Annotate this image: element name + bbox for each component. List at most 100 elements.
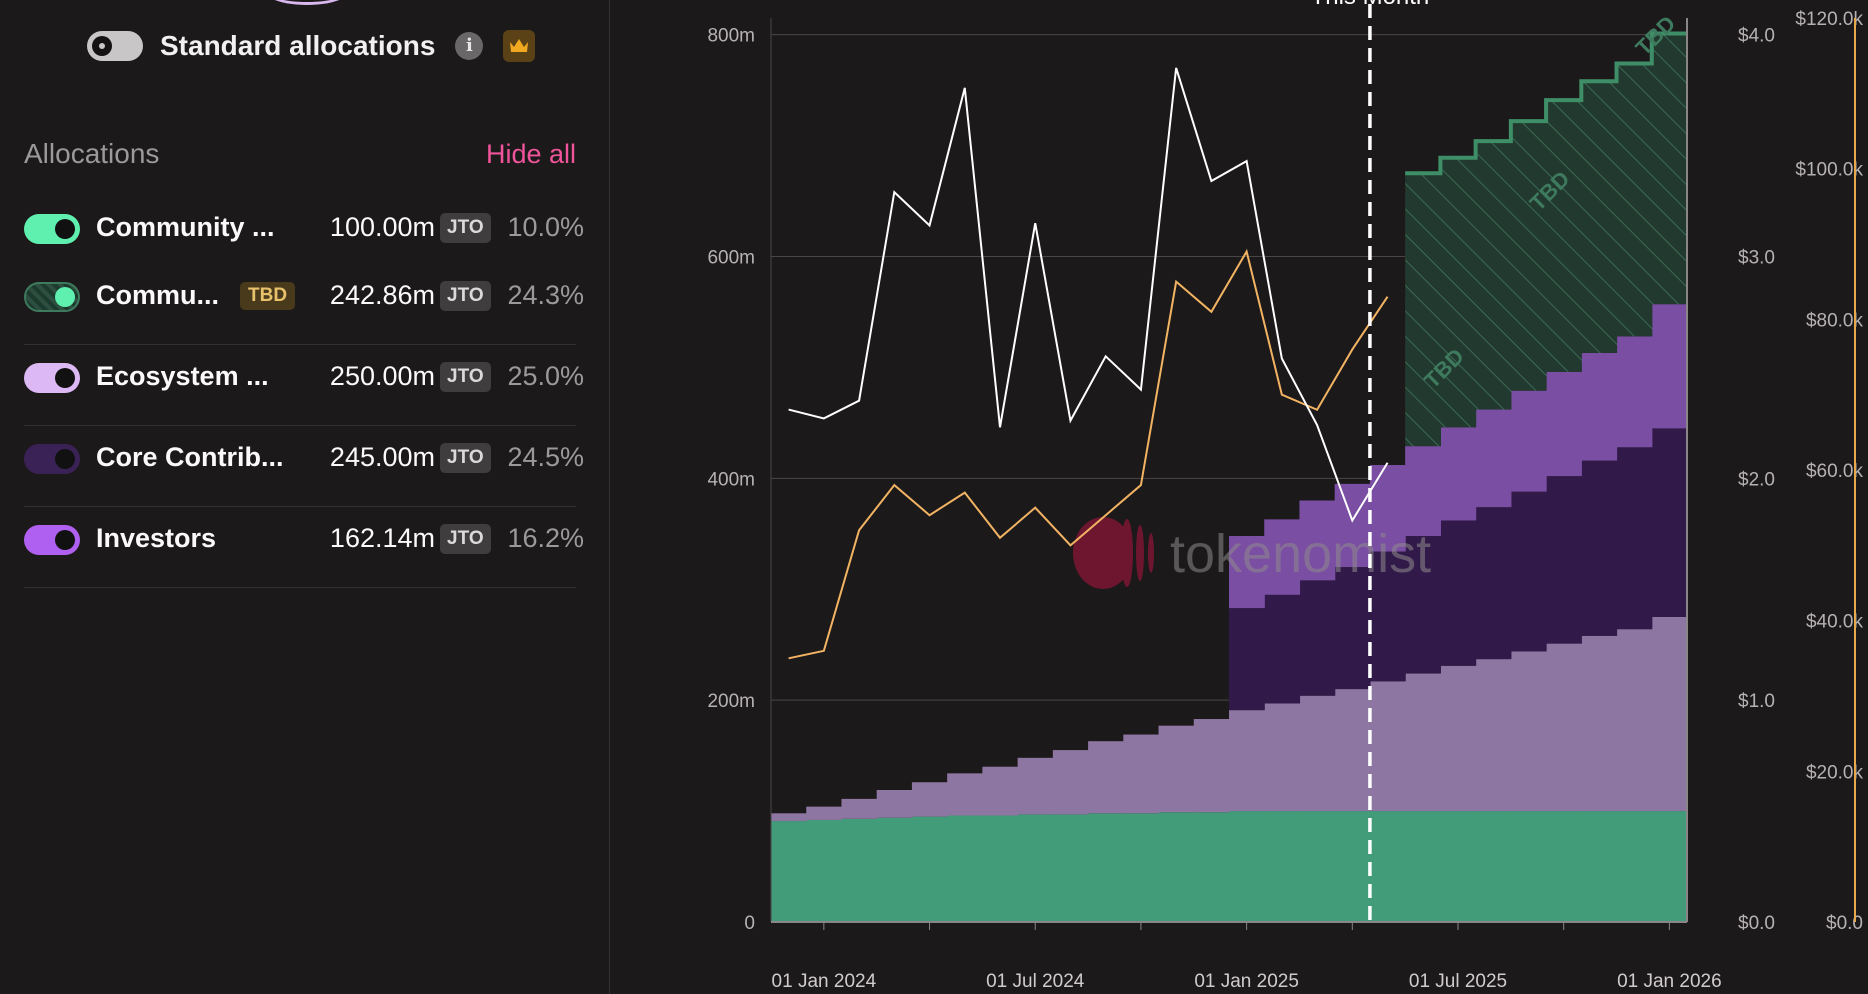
y3-tick-label: $0.0: [1826, 913, 1863, 934]
this-month-label: This Month: [1311, 0, 1430, 10]
area-step: [1369, 465, 1406, 552]
area-step: [1017, 757, 1054, 815]
allocation-name: Community ...: [96, 212, 275, 242]
area-step: [1405, 811, 1441, 922]
y3-tick-label: $40.0k: [1806, 612, 1864, 633]
area-step: [1651, 304, 1688, 429]
area-step: [1299, 500, 1336, 581]
area-step: [1229, 608, 1265, 711]
allocation-name: Investors: [96, 523, 217, 553]
area-step: [1546, 811, 1582, 922]
area-step: [1616, 63, 1653, 337]
area-step: [876, 790, 913, 818]
standard-allocations-label: Standard allocations: [160, 30, 436, 61]
allocation-areas: [771, 31, 1688, 922]
area-step: [1510, 390, 1547, 492]
allocation-toggle[interactable]: [24, 363, 80, 393]
tokenomist-watermark: tokenomist: [1073, 517, 1431, 589]
area-step: [1052, 814, 1089, 922]
area-step: [1581, 635, 1618, 812]
area-step: [1510, 121, 1547, 391]
allocation-list: Community ... 100.00m JTO 10.0% Commu...…: [24, 196, 584, 588]
tbd-outline: [1405, 31, 1687, 176]
area-step: [982, 815, 1019, 922]
x-tick-label: 01 Jan 2025: [1194, 971, 1299, 992]
toggle-knob: [55, 530, 75, 550]
area-step: [1334, 811, 1371, 922]
watermark-logo-icon: [1073, 517, 1154, 589]
area-step: [1475, 811, 1512, 922]
y3-tick-label: $60.0k: [1806, 461, 1864, 482]
area-step: [1616, 336, 1653, 448]
area-step: [1651, 428, 1688, 617]
area-step: [1299, 811, 1336, 922]
hide-all-button[interactable]: Hide all: [485, 138, 576, 169]
area-step: [1440, 665, 1477, 812]
area-step: [1651, 616, 1688, 812]
standard-allocations-toggle[interactable]: [87, 31, 143, 61]
this-month-marker: This Month: [1311, 0, 1430, 922]
allocation-percent: 10.0%: [507, 212, 584, 242]
area-step: [1123, 813, 1160, 922]
area-step: [1475, 507, 1512, 660]
area-step: [1299, 695, 1336, 812]
x-tick-label: 01 Jul 2024: [986, 971, 1085, 992]
y-tick-label: 400m: [707, 469, 755, 490]
area-step: [1158, 725, 1195, 813]
allocation-amount: 242.86m: [329, 280, 435, 310]
y2-tick-label: $3.0: [1738, 247, 1775, 268]
y2-tick-label: $2.0: [1738, 469, 1775, 490]
y-tick-label: 800m: [707, 26, 755, 47]
y-tick-label: 200m: [707, 691, 755, 712]
y3-tick-label: $80.0k: [1806, 310, 1864, 331]
y-tick-label: 600m: [707, 247, 755, 268]
area-step: [771, 813, 807, 822]
allocation-percent: 24.3%: [507, 280, 584, 310]
info-icon[interactable]: i: [455, 32, 484, 60]
token-badge: JTO: [440, 281, 491, 311]
area-step: [1193, 719, 1230, 813]
y3-tick-label: $100.0k: [1795, 160, 1863, 181]
area-step: [1546, 643, 1582, 812]
area-step: [1581, 460, 1618, 636]
area-step: [1264, 703, 1301, 812]
area-step: [1475, 659, 1512, 812]
token-badge: JTO: [440, 443, 491, 473]
allocation-name: Core Contrib...: [96, 442, 284, 472]
area-step: [911, 816, 948, 922]
price-lines: [788, 67, 1389, 660]
area-step: [876, 817, 913, 922]
crown-icon[interactable]: [503, 30, 536, 62]
area-step: [1475, 141, 1512, 410]
area-step: [1510, 491, 1547, 652]
area-step: [1651, 811, 1688, 922]
allocation-amount: 250.00m: [329, 361, 435, 391]
area-step: [771, 821, 807, 922]
allocation-row: Core Contrib... 245.00m JTO 24.5%: [24, 426, 584, 507]
area-step: [1052, 750, 1089, 815]
area-step: [1405, 673, 1441, 812]
allocation-toggle[interactable]: [24, 444, 80, 474]
area-step: [1369, 551, 1406, 682]
allocation-name: Commu...: [96, 280, 220, 310]
toggle-knob: [55, 368, 75, 388]
y3-tick-label: $20.0k: [1806, 762, 1864, 783]
chart-axes: 0 200m 400m 600m 800m $0.0 $1.0 $2.0 $3.0 $4.0 $0.…: [707, 9, 1863, 992]
area-step: [1299, 580, 1336, 696]
allocation-toggle[interactable]: [24, 525, 80, 555]
token-badge: JTO: [440, 362, 491, 392]
y3-tick-label: $120.0k: [1795, 9, 1863, 30]
toggle-knob: [55, 219, 75, 239]
allocation-toggle[interactable]: [24, 214, 80, 244]
allocation-toggle[interactable]: [24, 282, 80, 312]
area-step: [841, 798, 878, 819]
token-badge: JTO: [440, 213, 491, 243]
area-step: [1440, 427, 1477, 521]
tbd-badge: TBD: [240, 282, 296, 310]
standard-allocations-row: Standard allocations i: [87, 28, 536, 64]
area-step: [947, 815, 983, 922]
area-step: [806, 806, 843, 820]
area-step: [1369, 811, 1406, 922]
y2-tick-label: $0.0: [1738, 913, 1775, 934]
area-step: [1546, 371, 1582, 477]
